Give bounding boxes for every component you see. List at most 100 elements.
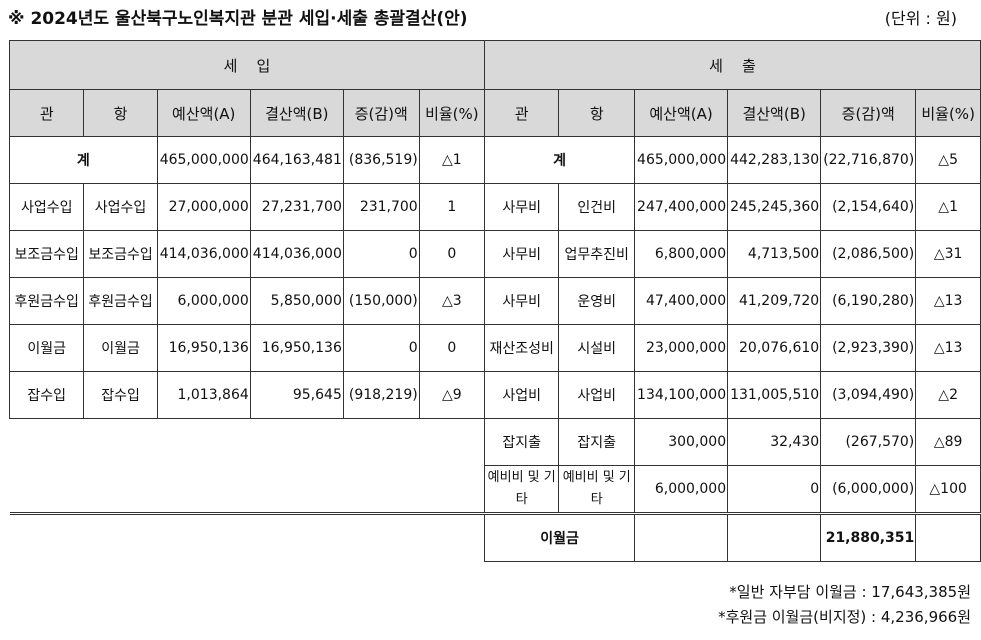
carryover-label: 이월금 [483, 512, 636, 562]
carryover-amount: 21,880,351 [820, 512, 917, 562]
empty-cell [727, 512, 822, 562]
expense-gwan-cell: 사무비 [483, 277, 560, 325]
expense-total-settled: 442,283,130 [727, 136, 822, 184]
carryover-row: 이월금 21,880,351 [9, 512, 981, 562]
income-hang-cell: 잡수입 [83, 371, 158, 419]
footnote-donation-carryover: *후원금 이월금(비지정) : 4,236,966원 [718, 608, 971, 626]
expense-budget-cell: 247,400,000 [634, 183, 729, 231]
empty-cell [9, 512, 485, 562]
table-row: 예비비 및 기타 예비비 및 기타 6,000,000 0 (6,000,000) △10… [10, 465, 981, 514]
income-diff-cell: (918,219) [342, 371, 420, 419]
column-header: 항 [558, 89, 636, 137]
expense-settled-cell: 41,209,720 [727, 277, 822, 325]
empty-cell [250, 419, 343, 466]
unit-label: (단위 : 원) [884, 9, 957, 28]
expense-diff-cell: (3,094,490) [820, 371, 917, 419]
table-row: 이월금 이월금 16,950,136 16,950,136 0 0 재산조성비 시설비 23,0… [8, 324, 981, 372]
expense-hang-cell: 예비비 및 기타 [558, 465, 636, 514]
column-header: 결산액(B) [727, 89, 822, 137]
expense-total-diff: (22,716,870) [820, 136, 917, 184]
income-ratio-cell: 0 [418, 324, 485, 372]
expense-ratio-cell: △89 [915, 418, 981, 466]
expense-settled-cell: 20,076,610 [727, 324, 822, 372]
budget-table: 세 입 세 출 관 항 예산액(A) 결산액(B) 증(감)액 비율(%) 관 … [8, 40, 981, 562]
expense-diff-cell: (2,086,500) [820, 230, 917, 278]
empty-cell [419, 419, 484, 466]
table-row: 잡수입 잡수입 1,013,864 95,645 (918,219) △9 사업비 사업비 13… [8, 371, 981, 419]
footnote-general-carryover: *일반 자부담 이월금 : 17,643,385원 [729, 583, 971, 601]
column-header: 결산액(B) [249, 89, 344, 137]
expense-hang-cell: 사업비 [558, 371, 636, 419]
income-section-header: 세 입 [9, 40, 485, 90]
income-total-ratio: △1 [418, 136, 485, 184]
expense-settled-cell: 4,713,500 [727, 230, 822, 278]
expense-gwan-cell: 잡지출 [483, 418, 560, 466]
income-budget-cell: 414,036,000 [156, 230, 251, 278]
income-gwan-cell: 보조금수입 [8, 230, 85, 278]
expense-hang-cell: 운영비 [558, 277, 636, 325]
income-hang-cell: 후원금수입 [83, 277, 158, 325]
column-header-row: 관 항 예산액(A) 결산액(B) 증(감)액 비율(%) 관 항 예산액(A)… [8, 89, 981, 137]
expense-ratio-cell: △1 [915, 183, 981, 231]
income-settled-cell: 95,645 [249, 371, 344, 419]
empty-cell [915, 512, 981, 562]
table-row: 보조금수입 보조금수입 414,036,000 414,036,000 0 0 사무비 업무추… [8, 230, 981, 278]
expense-section-header: 세 출 [483, 40, 981, 90]
expense-budget-cell: 134,100,000 [634, 371, 729, 419]
empty-cell [157, 419, 250, 466]
column-header: 예산액(A) [156, 89, 251, 137]
column-header: 비율(%) [418, 89, 485, 137]
income-hang-cell: 보조금수입 [83, 230, 158, 278]
income-budget-cell: 1,013,864 [156, 371, 251, 419]
expense-hang-cell: 잡지출 [558, 418, 636, 466]
expense-total-budget: 465,000,000 [634, 136, 729, 184]
column-header: 증(감)액 [342, 89, 420, 137]
income-gwan-cell: 후원금수입 [8, 277, 85, 325]
income-settled-cell: 27,231,700 [249, 183, 344, 231]
empty-cell [343, 466, 419, 514]
column-header: 증(감)액 [820, 89, 917, 137]
empty-cell [10, 466, 84, 514]
expense-total-label: 계 [483, 136, 636, 184]
empty-cell [84, 419, 157, 466]
income-diff-cell: 0 [342, 230, 420, 278]
budget-table-body: 세 입 세 출 관 항 예산액(A) 결산액(B) 증(감)액 비율(%) 관 … [8, 40, 981, 562]
expense-ratio-cell: △31 [915, 230, 981, 278]
income-settled-cell: 5,850,000 [249, 277, 344, 325]
expense-gwan-cell: 예비비 및 기타 [483, 465, 560, 514]
empty-cell [84, 466, 157, 514]
expense-ratio-cell: △2 [915, 371, 981, 419]
empty-cell [634, 512, 729, 562]
income-ratio-cell: 1 [418, 183, 485, 231]
empty-cell [419, 466, 484, 514]
expense-settled-cell: 245,245,360 [727, 183, 822, 231]
income-ratio-cell: △9 [418, 371, 485, 419]
income-hang-cell: 이월금 [83, 324, 158, 372]
expense-ratio-cell: △100 [915, 465, 981, 514]
income-total-diff: (836,519) [342, 136, 420, 184]
income-gwan-cell: 이월금 [8, 324, 85, 372]
income-budget-cell: 27,000,000 [156, 183, 251, 231]
income-diff-cell: (150,000) [342, 277, 420, 325]
section-header-row: 세 입 세 출 [9, 40, 981, 90]
expense-hang-cell: 업무추진비 [558, 230, 636, 278]
document-title: ※ 2024년도 울산북구노인복지관 분관 세입·세출 총괄결산(안) [8, 9, 468, 29]
expense-ratio-cell: △13 [915, 324, 981, 372]
empty-cell [343, 419, 419, 466]
income-total-budget: 465,000,000 [156, 136, 251, 184]
expense-hang-cell: 시설비 [558, 324, 636, 372]
empty-cell [157, 466, 250, 514]
expense-budget-cell: 23,000,000 [634, 324, 729, 372]
income-total-label: 계 [9, 136, 158, 184]
empty-cell [250, 466, 343, 514]
expense-diff-cell: (267,570) [820, 418, 917, 466]
expense-gwan-cell: 재산조성비 [483, 324, 560, 372]
column-header: 항 [83, 89, 158, 137]
expense-budget-cell: 6,800,000 [634, 230, 729, 278]
income-hang-cell: 사업수입 [83, 183, 158, 231]
footnotes: *일반 자부담 이월금 : 17,643,385원 *후원금 이월금(비지정) … [718, 580, 971, 630]
column-header: 비율(%) [915, 89, 981, 137]
income-ratio-cell: △3 [418, 277, 485, 325]
expense-ratio-cell: △13 [915, 277, 981, 325]
income-gwan-cell: 잡수입 [8, 371, 85, 419]
